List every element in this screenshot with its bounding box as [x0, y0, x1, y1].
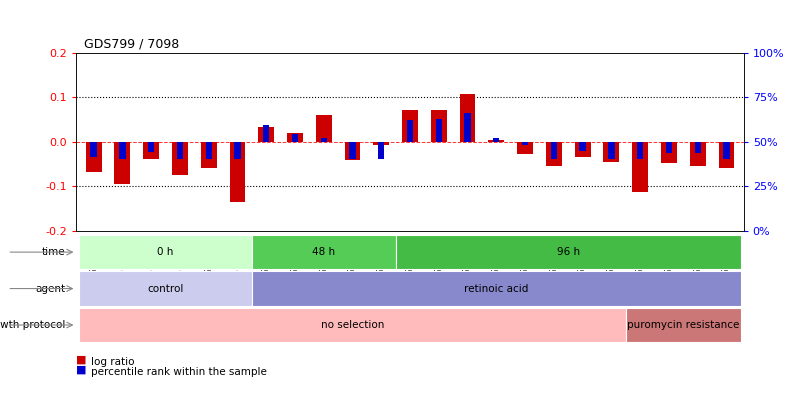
Bar [660, 142, 676, 163]
Bar [550, 142, 556, 159]
Bar [459, 94, 475, 142]
Bar [234, 142, 240, 159]
Bar [206, 142, 212, 159]
Bar [86, 142, 101, 172]
Bar [177, 142, 183, 159]
Text: puromycin resistance: puromycin resistance [626, 320, 739, 330]
Bar [603, 142, 618, 162]
Bar [395, 235, 740, 269]
Bar [344, 142, 360, 160]
Bar [172, 142, 188, 175]
Text: 0 h: 0 h [157, 247, 173, 257]
Bar [148, 142, 154, 151]
Bar [230, 142, 245, 202]
Bar [79, 308, 625, 342]
Bar [79, 235, 251, 269]
Bar [402, 110, 418, 142]
Text: retinoic acid: retinoic acid [463, 284, 528, 294]
Text: agent: agent [35, 284, 65, 294]
Bar [636, 142, 642, 159]
Bar [119, 142, 125, 159]
Bar [694, 142, 700, 153]
Bar [435, 119, 442, 142]
Bar [201, 142, 216, 168]
Bar [487, 139, 503, 142]
Bar [574, 142, 589, 158]
Bar [516, 142, 532, 154]
Bar [406, 120, 413, 142]
Bar [263, 125, 269, 142]
Bar [251, 271, 740, 306]
Bar [143, 142, 159, 159]
Bar [373, 142, 389, 145]
Text: GDS799 / 7098: GDS799 / 7098 [84, 38, 179, 51]
Text: control: control [147, 284, 184, 294]
Bar [349, 142, 355, 159]
Bar [114, 142, 130, 184]
Bar [723, 142, 728, 159]
Text: no selection: no selection [320, 320, 384, 330]
Text: log ratio: log ratio [91, 356, 134, 367]
Text: 48 h: 48 h [312, 247, 335, 257]
Bar [287, 133, 303, 142]
Bar [320, 138, 327, 142]
Text: 96 h: 96 h [556, 247, 579, 257]
Text: growth protocol: growth protocol [0, 320, 65, 330]
Bar [625, 308, 740, 342]
Text: percentile rank within the sample: percentile rank within the sample [91, 367, 267, 377]
Bar [492, 138, 499, 142]
Bar [291, 134, 298, 142]
Text: ■: ■ [76, 364, 87, 375]
Bar [579, 142, 585, 151]
Text: ■: ■ [76, 354, 87, 364]
Bar [91, 142, 96, 158]
Bar [316, 115, 332, 142]
Bar [631, 142, 647, 192]
Bar [545, 142, 561, 166]
Bar [251, 235, 395, 269]
Bar [258, 128, 274, 142]
Bar [689, 142, 705, 166]
Bar [464, 113, 470, 142]
Bar [377, 142, 384, 159]
Bar [79, 271, 251, 306]
Bar [607, 142, 613, 159]
Bar [718, 142, 733, 168]
Bar [430, 110, 446, 142]
Text: time: time [42, 247, 65, 257]
Bar [521, 142, 528, 145]
Bar [665, 142, 671, 153]
